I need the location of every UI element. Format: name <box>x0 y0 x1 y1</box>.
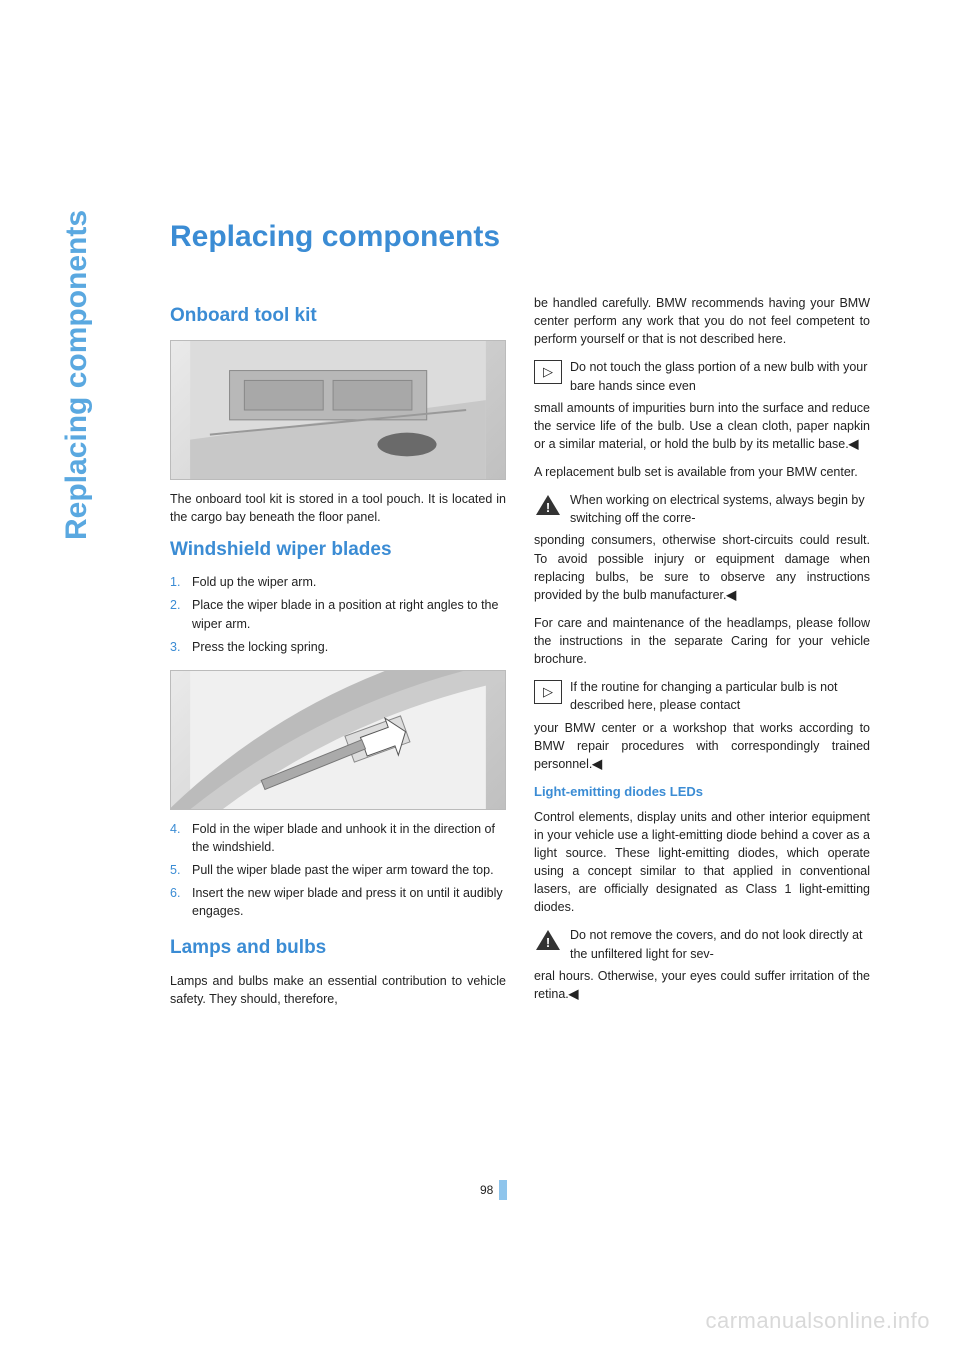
warn-lead: Do not remove the covers, and do not loo… <box>570 926 870 962</box>
page-number: 98 <box>480 1183 493 1197</box>
section-onboard-tool-kit: Onboard tool kit <box>170 302 506 330</box>
left-column: Onboard tool kit The onboard tool kit is… <box>170 294 506 1018</box>
warning-led-covers: ! Do not remove the covers, and do not l… <box>534 926 870 962</box>
warning-electrical: ! When working on electrical systems, al… <box>534 491 870 527</box>
warning-icon: ! <box>534 493 562 517</box>
warn-lead: When working on electrical systems, alwa… <box>570 491 870 527</box>
subsection-leds: Light-emitting diodes LEDs <box>534 783 870 802</box>
list-item: 4.Fold in the wiper blade and unhook it … <box>170 820 506 856</box>
svg-text:!: ! <box>546 935 550 950</box>
text-tool-kit: The onboard tool kit is stored in a tool… <box>170 490 506 526</box>
note-lead: Do not touch the glass portion of a new … <box>570 358 870 394</box>
list-item: 2.Place the wiper blade in a position at… <box>170 596 506 632</box>
note-cont: your BMW center or a workshop that works… <box>534 719 870 773</box>
info-icon: ▷ <box>534 360 562 384</box>
page-marker-icon <box>499 1180 507 1200</box>
note-lead: If the routine for changing a particular… <box>570 678 870 714</box>
figure-tool-kit <box>170 340 506 480</box>
section-wiper-blades: Windshield wiper blades <box>170 536 506 564</box>
figure-wiper-blade <box>170 670 506 810</box>
section-lamps-bulbs: Lamps and bulbs <box>170 934 506 962</box>
page-number-block: 98 <box>480 1180 507 1200</box>
warn-cont: sponding consumers, otherwise short-circ… <box>534 531 870 604</box>
list-item: 5.Pull the wiper blade past the wiper ar… <box>170 861 506 879</box>
text-lamps-bulbs: Lamps and bulbs make an essential contri… <box>170 972 506 1008</box>
two-column-layout: Onboard tool kit The onboard tool kit is… <box>170 294 870 1018</box>
page-content: Replacing components Onboard tool kit Th… <box>170 220 870 1018</box>
note-cont: small amounts of impurities burn into th… <box>534 399 870 453</box>
text-para2: A replacement bulb set is available from… <box>534 463 870 481</box>
sidebar-chapter-label: Replacing components <box>60 210 94 540</box>
list-item: 6.Insert the new wiper blade and press i… <box>170 884 506 920</box>
text-leds: Control elements, display units and othe… <box>534 808 870 917</box>
note-bulb-glass: ▷ Do not touch the glass portion of a ne… <box>534 358 870 394</box>
warn-cont: eral hours. Otherwise, your eyes could s… <box>534 967 870 1003</box>
text-para1: be handled carefully. BMW recommends hav… <box>534 294 870 348</box>
chapter-title: Replacing components <box>170 220 870 254</box>
text-para3: For care and maintenance of the headlamp… <box>534 614 870 668</box>
svg-text:!: ! <box>546 500 550 515</box>
list-item: 3.Press the locking spring. <box>170 638 506 656</box>
info-icon: ▷ <box>534 680 562 704</box>
steps-wiper-a: 1.Fold up the wiper arm. 2.Place the wip… <box>170 573 506 656</box>
steps-wiper-b: 4.Fold in the wiper blade and unhook it … <box>170 820 506 921</box>
list-item: 1.Fold up the wiper arm. <box>170 573 506 591</box>
right-column: be handled carefully. BMW recommends hav… <box>534 294 870 1018</box>
watermark: carmanualsonline.info <box>705 1308 930 1334</box>
warning-icon: ! <box>534 928 562 952</box>
note-routine: ▷ If the routine for changing a particul… <box>534 678 870 714</box>
